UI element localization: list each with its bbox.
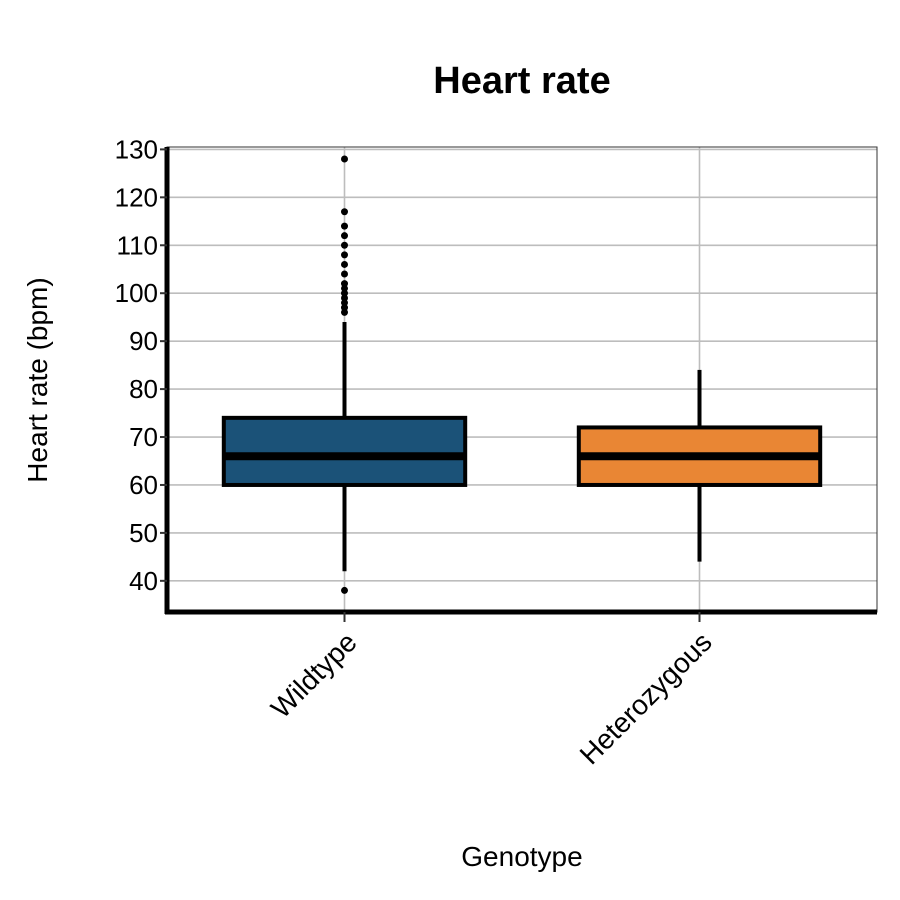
box-heterozygous — [576, 369, 823, 562]
box-wildtype — [221, 155, 468, 594]
outlier-point — [341, 299, 348, 307]
iqr-box — [221, 415, 468, 487]
y-tick-label: 60 — [129, 470, 158, 500]
y-tick-label: 100 — [115, 278, 158, 308]
y-tick-label: 90 — [129, 326, 158, 356]
y-tick-label: 120 — [115, 182, 158, 212]
outlier-point — [341, 222, 348, 230]
y-tick-label: 70 — [129, 422, 158, 452]
outlier-point — [341, 304, 348, 312]
outlier-point — [341, 270, 348, 278]
y-axis-title: Heart rate (bpm) — [22, 277, 53, 482]
outlier-point — [341, 289, 348, 297]
outlier-point — [341, 232, 348, 240]
outlier-point — [341, 241, 348, 249]
x-tick-label: Heterozygous — [574, 626, 718, 770]
y-tick-label: 80 — [129, 374, 158, 404]
x-axis-title: Genotype — [461, 841, 582, 872]
x-tick-label: Wildtype — [265, 626, 363, 724]
outlier-point — [341, 280, 348, 288]
outlier-point — [341, 308, 348, 316]
y-tick-label: 50 — [129, 518, 158, 548]
outlier-point — [341, 294, 348, 302]
chart-title: Heart rate — [433, 60, 610, 102]
outlier-point — [341, 251, 348, 259]
outlier-point — [341, 155, 348, 163]
x-axis-ticks: Wildtype Heterozygous — [265, 612, 718, 770]
outlier-point — [341, 260, 348, 268]
y-axis-ticks: 40 50 60 70 80 90 100 110 120 130 — [115, 134, 167, 596]
y-tick-label: 130 — [115, 134, 158, 164]
outlier-point — [341, 284, 348, 292]
y-tick-label: 110 — [117, 230, 158, 260]
box-series — [221, 155, 823, 594]
outlier-point — [341, 208, 348, 216]
grid-lines — [167, 147, 877, 612]
outlier-point — [341, 586, 348, 594]
plot-panel-border — [166, 146, 878, 613]
y-tick-label: 40 — [129, 566, 158, 596]
